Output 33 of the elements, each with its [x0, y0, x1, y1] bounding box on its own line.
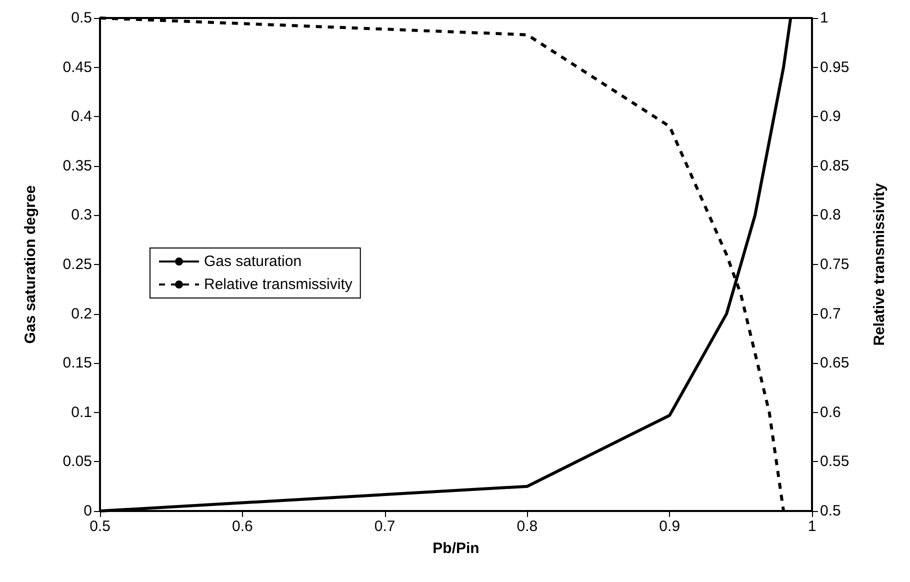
- x-tick-label: 0.8: [516, 518, 538, 535]
- y2-tick-label: 0.5: [820, 502, 841, 520]
- y-tick-label: 0.2: [71, 305, 92, 322]
- legend-label: Gas saturation: [204, 253, 302, 270]
- y-tick-label: 0.1: [71, 404, 92, 421]
- y2-tick-label: 0.75: [820, 256, 850, 273]
- y2-tick-label: 0.9: [820, 108, 841, 126]
- y2-tick-label: 1: [820, 10, 828, 26]
- y2-tick-label: 0.65: [820, 354, 850, 372]
- y2-tick-label: 0.95: [820, 58, 850, 76]
- y-tick-label: 0: [84, 502, 92, 520]
- y-tick-label: 0.3: [71, 206, 92, 224]
- y-axis-title: Gas saturation degree: [22, 185, 39, 344]
- y-tick-label: 0.15: [62, 354, 92, 372]
- y-tick-label: 0.25: [62, 256, 92, 273]
- x-tick-label: 0.9: [659, 518, 680, 535]
- x-tick-label: 0.5: [90, 518, 110, 535]
- y-tick-label: 0.35: [62, 157, 92, 174]
- y-tick-label: 0.45: [62, 58, 92, 76]
- y-tick-label: 0.05: [62, 453, 92, 470]
- x-tick-label: 1: [808, 518, 816, 535]
- y2-tick-label: 0.8: [820, 206, 841, 224]
- y2-tick-label: 0.6: [820, 404, 841, 421]
- x-tick-label: 0.7: [374, 518, 396, 535]
- y2-tick-label: 0.7: [820, 305, 841, 322]
- y2-tick-label: 0.85: [820, 157, 850, 174]
- y2-tick-label: 0.55: [820, 453, 850, 470]
- x-tick-label: 0.6: [232, 518, 253, 535]
- y-tick-label: 0.4: [71, 108, 92, 126]
- y2-axis-title: Relative transmissivity: [871, 182, 888, 346]
- legend-label: Relative transmissivity: [204, 276, 353, 293]
- y-tick-label: 0.5: [71, 10, 92, 26]
- x-axis-title: Pb/Pin: [432, 540, 480, 557]
